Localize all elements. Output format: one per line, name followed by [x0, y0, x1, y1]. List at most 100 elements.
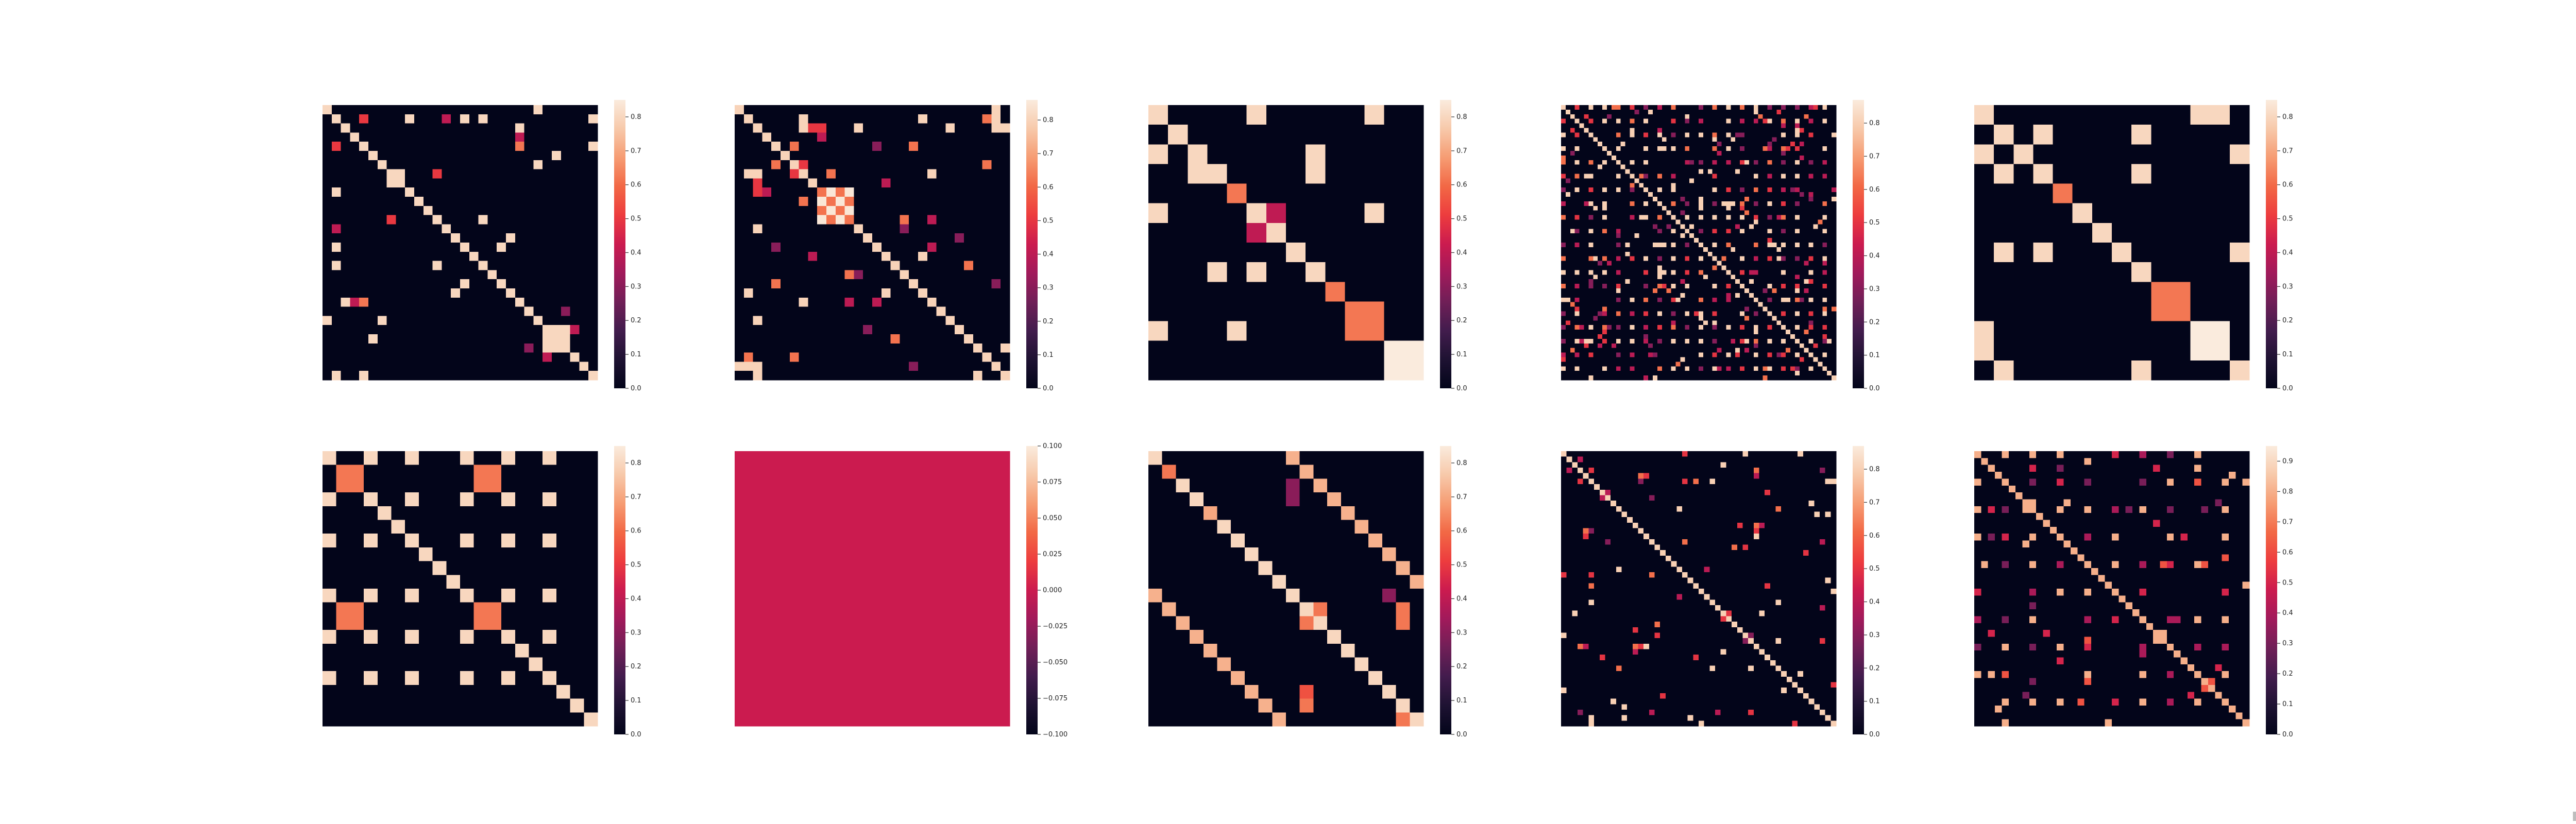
heatmap-cell: [1707, 325, 1713, 330]
heatmap-cell: [1657, 109, 1663, 115]
heatmap-cell: [1786, 247, 1791, 252]
heatmap-cell: [1620, 174, 1626, 179]
heatmap-cell: [1570, 146, 1575, 151]
heatmap-cell: [936, 251, 946, 262]
heatmap-cell: [982, 233, 992, 243]
heatmap-cell: [1325, 360, 1346, 381]
heatmap-cell: [1767, 288, 1772, 294]
heatmap-cell: [506, 371, 516, 381]
heatmap-cell: [1758, 174, 1764, 179]
heatmap-cell: [1749, 118, 1754, 124]
heatmap-cell: [377, 132, 387, 142]
heatmap-cell: [497, 114, 506, 124]
heatmap-cell: [1694, 174, 1699, 179]
heatmap-cell: [1570, 265, 1575, 270]
heatmap-cell: [1735, 311, 1740, 316]
heatmap-cell: [1643, 197, 1649, 202]
heatmap-cell: [570, 160, 580, 170]
heatmap-cell: [1648, 270, 1653, 275]
heatmap-cell: [1630, 233, 1635, 238]
heatmap-cell: [1593, 178, 1598, 183]
heatmap-cell: [1653, 160, 1658, 165]
heatmap-cell: [1570, 274, 1575, 280]
heatmap-cell: [1648, 118, 1653, 124]
heatmap-cell: [991, 169, 1001, 179]
heatmap-cell: [1744, 256, 1750, 262]
heatmap-cell: [1574, 261, 1580, 266]
heatmap-cell: [1148, 360, 1168, 381]
heatmap-cell: [1588, 123, 1594, 129]
heatmap-cell: [1721, 205, 1726, 211]
heatmap-cell: [1753, 210, 1759, 216]
heatmap-cell: [1818, 274, 1823, 280]
heatmap-cell: [789, 251, 800, 262]
heatmap-cell: [817, 123, 827, 133]
heatmap-cell: [524, 205, 534, 216]
heatmap-cell: [863, 243, 873, 252]
heatmap-cell: [1781, 302, 1786, 307]
heatmap-cell: [1565, 137, 1571, 142]
heatmap-cell: [1634, 197, 1639, 202]
heatmap-cell: [909, 261, 919, 270]
heatmap-cell: [1744, 270, 1750, 275]
heatmap-cell: [515, 151, 525, 161]
heatmap-cell: [1726, 302, 1731, 307]
heatmap-cell: [1804, 284, 1809, 289]
heatmap-cell: [469, 352, 479, 362]
heatmap-cell: [826, 215, 836, 225]
heatmap-cell: [1712, 146, 1718, 151]
heatmap-cell: [561, 261, 571, 270]
heatmap-cell: [900, 343, 909, 353]
heatmap-cell: [936, 197, 946, 207]
heatmap-cell: [1666, 251, 1672, 257]
heatmap-cell: [1616, 146, 1621, 151]
heatmap-cell: [570, 352, 580, 362]
heatmap-cell: [1634, 164, 1639, 170]
heatmap-cell: [1758, 325, 1764, 330]
heatmap-cell: [469, 132, 479, 142]
heatmap-cell: [323, 132, 332, 142]
heatmap-cell: [735, 334, 744, 344]
heatmap-cell: [1561, 155, 1566, 161]
heatmap-cell: [900, 297, 909, 307]
heatmap-cell: [1804, 192, 1809, 197]
heatmap-cell: [478, 316, 488, 325]
heatmap-cell: [1565, 229, 1571, 234]
heatmap-cell: [451, 197, 461, 207]
heatmap-cell: [789, 261, 800, 270]
heatmap-cell: [487, 261, 497, 270]
heatmap-cell: [900, 352, 909, 362]
heatmap-cell: [1675, 243, 1681, 248]
heatmap-cell: [826, 142, 836, 151]
heatmap-cell: [1822, 155, 1827, 161]
heatmap-cell: [341, 279, 350, 289]
heatmap-cell: [1643, 243, 1649, 248]
heatmap-cell: [1772, 274, 1777, 280]
heatmap-cell: [1266, 321, 1286, 341]
heatmap-cell: [900, 205, 909, 216]
heatmap-cells: [735, 105, 1010, 381]
heatmap-cell: [991, 187, 1001, 197]
heatmap-cell: [1808, 114, 1814, 119]
heatmap-cell: [515, 233, 525, 243]
heatmap-cell: [955, 215, 964, 225]
heatmap-cell: [561, 306, 571, 316]
heatmap-cell: [1611, 219, 1617, 225]
heatmap-cell: [1772, 142, 1777, 147]
heatmap-cell: [973, 160, 983, 170]
heatmap-cell: [1616, 192, 1621, 197]
heatmap-cell: [991, 205, 1001, 216]
heatmap-cell: [1790, 201, 1795, 207]
heatmap-cell: [955, 352, 964, 362]
heatmap-cell: [955, 187, 964, 197]
heatmap-cell: [1758, 284, 1764, 289]
heatmap-cell: [1625, 274, 1631, 280]
heatmap-cell: [1712, 142, 1718, 147]
heatmap-cell: [1749, 311, 1754, 316]
heatmap-cell: [1625, 233, 1631, 238]
heatmap-cell: [1735, 265, 1740, 270]
heatmap-cell: [1776, 229, 1782, 234]
heatmap-cell: [341, 169, 350, 179]
heatmap-cell: [936, 343, 946, 353]
heatmap-cell: [1570, 137, 1575, 142]
